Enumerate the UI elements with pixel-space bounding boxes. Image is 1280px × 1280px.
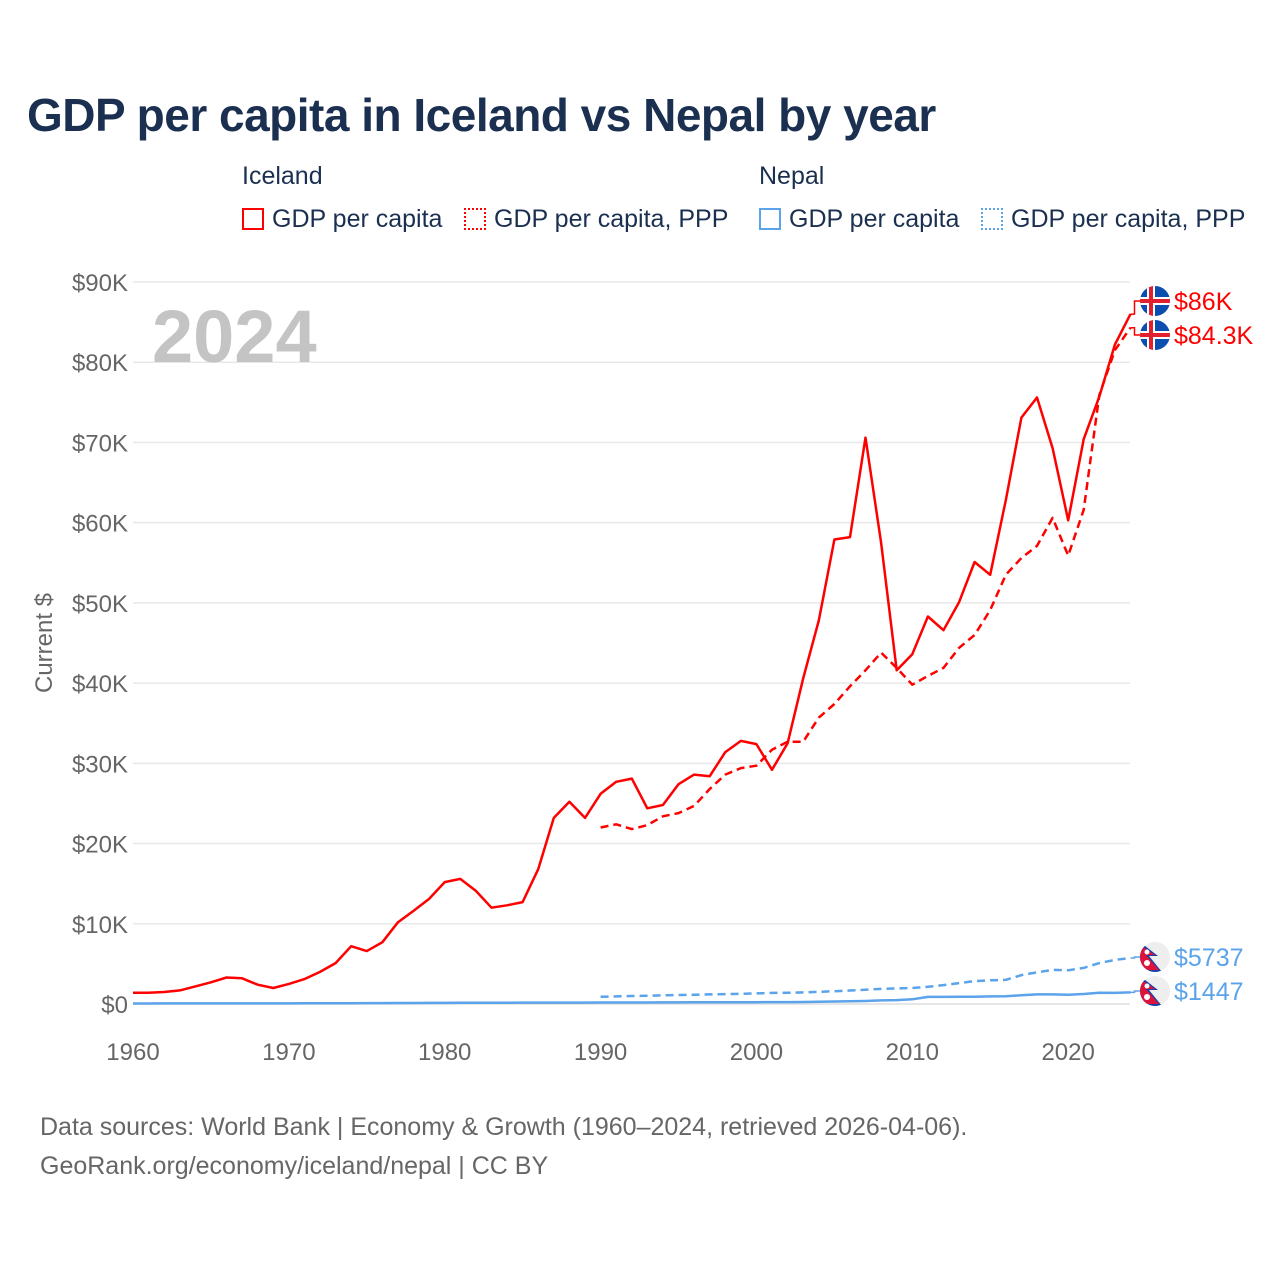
legend-nepal-gdp[interactable]: GDP per capita	[759, 205, 959, 234]
flag-cross-red	[1140, 299, 1170, 303]
iceland-flag-icon	[1140, 286, 1170, 316]
end-value-label: $1447	[1174, 978, 1244, 1006]
legend-group-nepal: Nepal	[759, 162, 825, 190]
y-tick-label: $40K	[72, 671, 128, 698]
y-axis-label: Current $	[31, 593, 58, 693]
y-tick-label: $90K	[72, 270, 128, 297]
y-tick-label: $60K	[72, 511, 128, 538]
end-value-label: $86K	[1174, 288, 1233, 316]
end-label-connector	[1130, 990, 1141, 994]
y-tick-label: $20K	[72, 832, 128, 859]
x-tick-label: 1980	[418, 1039, 471, 1066]
flag-sun	[1144, 994, 1150, 1000]
y-tick-label: $70K	[72, 430, 128, 457]
end-value-label: $5737	[1174, 944, 1244, 972]
end-value-label: $84.3K	[1174, 322, 1254, 350]
flag-moon	[1144, 949, 1150, 955]
legend-swatch-solid-red	[242, 208, 264, 230]
series-line-iceland-gdp-per-capita	[133, 313, 1132, 995]
legend-swatch-dotted-red	[464, 208, 486, 230]
series-line-nepal-gdp-per-capita	[133, 991, 1131, 1005]
legend-iceland-gdp[interactable]: GDP per capita	[242, 205, 442, 234]
end-label-connector	[1130, 956, 1141, 959]
legend-swatch-dotted-blue	[981, 208, 1003, 230]
nepal-flag-icon	[1140, 942, 1170, 972]
x-tick-label: 2010	[886, 1039, 939, 1066]
flag-body	[1140, 320, 1170, 350]
legend-nepal-gdp-ppp[interactable]: GDP per capita, PPP	[981, 205, 1245, 234]
flag-body	[1140, 286, 1170, 316]
series-line-nepal-gdp-per-capita-ppp	[600, 956, 1131, 999]
source-note: Data sources: World Bank | Economy & Gro…	[40, 1108, 967, 1186]
x-tick-label: 1960	[106, 1039, 159, 1066]
y-tick-label: $30K	[72, 751, 128, 778]
flag-body	[1140, 976, 1170, 1006]
end-label-connector	[1130, 326, 1141, 336]
source-line-1: Data sources: World Bank | Economy & Gro…	[40, 1113, 968, 1141]
y-tick-label: $0	[101, 992, 128, 1019]
x-tick-label: 2020	[1041, 1039, 1094, 1066]
legend-label: GDP per capita	[272, 205, 443, 233]
flag-sun	[1144, 960, 1150, 966]
iceland-flag-icon	[1140, 320, 1170, 350]
legend-label: GDP per capita, PPP	[1011, 205, 1246, 233]
chart-title: GDP per capita in Iceland vs Nepal by ye…	[27, 89, 936, 141]
x-tick-label: 1990	[574, 1039, 627, 1066]
year-watermark: 2024	[152, 295, 317, 378]
x-tick-label: 2000	[730, 1039, 783, 1066]
legend-iceland-gdp-ppp[interactable]: GDP per capita, PPP	[464, 205, 728, 234]
nepal-flag-icon	[1140, 976, 1170, 1006]
series-line-iceland-gdp-per-capita-ppp	[600, 326, 1132, 831]
x-tick-label: 1970	[262, 1039, 315, 1066]
y-tick-label: $50K	[72, 591, 128, 618]
flag-body	[1140, 942, 1170, 972]
legend-label: GDP per capita	[789, 205, 960, 233]
y-tick-label: $10K	[72, 912, 128, 939]
legend-label: GDP per capita, PPP	[494, 205, 729, 233]
source-line-2[interactable]: GeoRank.org/economy/iceland/nepal | CC B…	[40, 1152, 549, 1180]
end-label-connector	[1130, 300, 1141, 315]
flag-cross-red	[1140, 333, 1170, 337]
legend-group-iceland: Iceland	[242, 162, 323, 190]
legend-swatch-solid-blue	[759, 208, 781, 230]
y-tick-label: $80K	[72, 350, 128, 377]
flag-moon	[1144, 983, 1150, 989]
